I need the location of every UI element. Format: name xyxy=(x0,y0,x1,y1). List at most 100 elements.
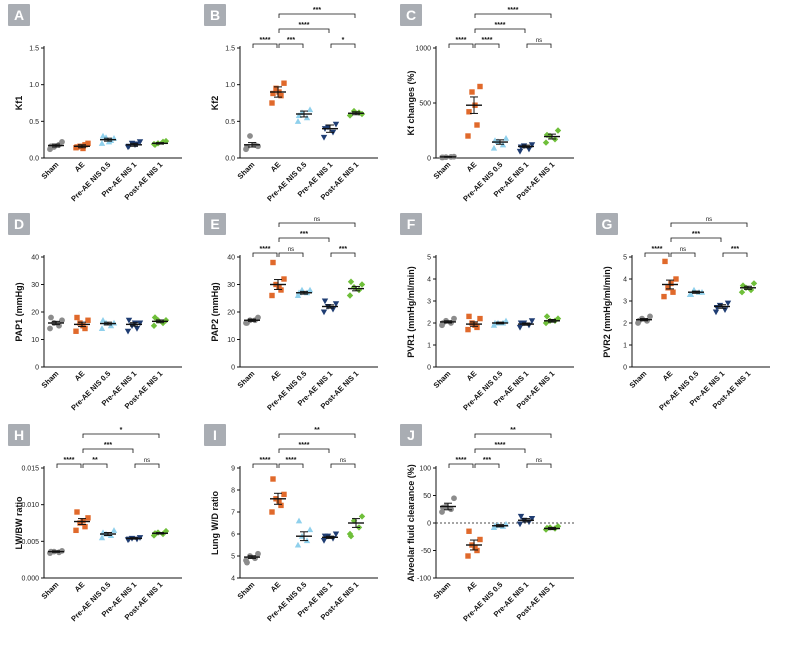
x-tick-label: AE xyxy=(465,580,479,594)
data-point xyxy=(306,106,314,113)
panel-badge-j: J xyxy=(400,424,422,446)
data-point xyxy=(358,281,366,288)
data-point xyxy=(162,317,170,324)
data-point xyxy=(278,502,284,509)
significance-label: ns xyxy=(340,458,346,464)
data-point xyxy=(350,107,358,115)
data-point xyxy=(665,285,671,291)
data-point xyxy=(99,317,107,323)
data-point xyxy=(150,322,158,329)
data-point xyxy=(502,135,510,141)
data-point xyxy=(85,317,91,323)
significance-bracket xyxy=(252,463,278,468)
significance-bracket xyxy=(252,43,278,48)
data-point xyxy=(320,134,328,141)
data-point xyxy=(306,526,314,533)
data-point xyxy=(554,127,562,134)
panel-badge-e: E xyxy=(204,213,226,235)
x-tick-label: AE xyxy=(73,580,87,594)
y-tick-label: 0.0 xyxy=(225,156,235,163)
data-point xyxy=(133,325,141,332)
y-axis-label: PVR1 (mmHg/ml/min) xyxy=(406,266,416,358)
significance-label: **** xyxy=(64,457,75,464)
y-tick-label: 0.000 xyxy=(21,576,39,583)
panel-badge-g: G xyxy=(596,213,618,235)
significance-label: *** xyxy=(483,457,491,464)
x-tick-label: Sham xyxy=(432,369,453,390)
data-point xyxy=(516,521,524,528)
data-point xyxy=(270,476,276,482)
data-point xyxy=(98,534,106,541)
data-point xyxy=(528,142,536,148)
data-point xyxy=(490,144,498,151)
x-tick-label: Sham xyxy=(236,580,257,601)
data-point xyxy=(136,139,144,146)
data-point xyxy=(350,517,358,524)
significance-label: *** xyxy=(339,246,347,253)
y-tick-label: 30 xyxy=(227,282,235,289)
y-tick-label: 20 xyxy=(31,310,39,317)
y-tick-label: 1.0 xyxy=(29,82,39,89)
data-point xyxy=(77,320,83,326)
significance-label: ns xyxy=(536,458,542,464)
y-tick-label: 50 xyxy=(423,493,431,500)
data-point xyxy=(448,506,454,513)
data-point xyxy=(244,144,250,150)
x-tick-label: Sham xyxy=(236,160,257,181)
x-tick-label: AE xyxy=(465,160,479,174)
data-point xyxy=(477,83,483,90)
y-tick-label: 4 xyxy=(427,277,431,284)
data-point xyxy=(465,326,471,333)
y-tick-label: 9 xyxy=(231,466,235,473)
data-point xyxy=(48,314,54,321)
data-point xyxy=(332,301,340,307)
significance-label: **** xyxy=(495,22,506,29)
y-tick-label: 2 xyxy=(623,321,627,328)
significance-label: ** xyxy=(314,427,320,434)
x-tick-label: AE xyxy=(661,369,675,383)
y-tick-label: 1000 xyxy=(415,46,431,53)
panel-badge-f: F xyxy=(400,213,422,235)
y-axis-label: Kf changes (%) xyxy=(406,70,416,135)
data-point xyxy=(477,315,483,322)
data-point xyxy=(281,80,287,86)
x-tick-label: AE xyxy=(269,369,283,383)
significance-bracket xyxy=(448,43,474,48)
data-point xyxy=(80,518,86,524)
data-point xyxy=(270,259,276,266)
y-tick-label: 1.5 xyxy=(29,46,39,53)
data-point xyxy=(724,300,732,307)
significance-label: *** xyxy=(300,231,308,238)
data-point xyxy=(502,317,510,324)
data-point xyxy=(269,292,275,299)
data-point xyxy=(687,291,695,297)
y-tick-label: 4 xyxy=(623,277,627,284)
data-point xyxy=(80,323,86,329)
data-point xyxy=(278,287,284,293)
y-tick-label: 5 xyxy=(231,554,235,561)
y-tick-label: 20 xyxy=(227,310,235,317)
data-point xyxy=(465,133,471,139)
data-point xyxy=(82,523,88,530)
data-point xyxy=(124,328,132,335)
significance-bracket xyxy=(134,463,160,468)
data-point xyxy=(355,286,363,294)
x-tick-label: AE xyxy=(269,580,283,594)
data-point xyxy=(276,284,282,290)
significance-label: * xyxy=(342,37,345,44)
y-tick-label: 10 xyxy=(227,337,235,344)
y-tick-label: 6 xyxy=(231,532,235,539)
data-point xyxy=(295,517,303,524)
y-tick-label: 0 xyxy=(231,365,235,372)
y-tick-label: 0.005 xyxy=(21,539,39,546)
data-point xyxy=(712,309,720,316)
significance-label: ns xyxy=(314,217,320,223)
x-tick-label: Sham xyxy=(40,369,61,390)
data-point xyxy=(98,325,106,332)
data-point xyxy=(358,110,366,118)
data-point xyxy=(255,314,261,321)
significance-bracket xyxy=(56,463,82,468)
x-tick-label: Sham xyxy=(40,580,61,601)
